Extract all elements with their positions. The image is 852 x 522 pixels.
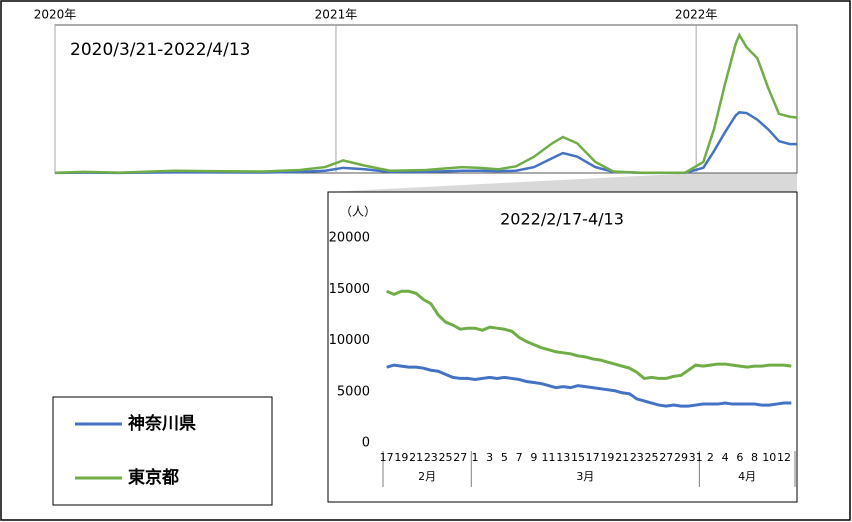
x-tick-label: 25 — [645, 451, 659, 464]
x-tick-label: 17 — [586, 451, 600, 464]
overview-line — [54, 32, 798, 175]
y-tick-label: 0 — [362, 436, 370, 451]
x-tick-label: 9 — [530, 451, 537, 464]
x-tick-label: 23 — [630, 451, 644, 464]
legend-label: 神奈川県 — [128, 413, 196, 434]
x-tick-label: 27 — [659, 451, 673, 464]
year-label: 2020年 — [34, 8, 77, 22]
x-tick-label: 7 — [516, 451, 523, 464]
y-tick-label: 15000 — [329, 282, 370, 297]
x-tick-label: 3 — [486, 451, 493, 464]
y-tick-label: 5000 — [337, 384, 370, 399]
overview-title: 2020/3/21-2022/4/13 — [70, 40, 250, 60]
x-tick-label: 10 — [762, 451, 776, 464]
x-tick-label: 23 — [424, 451, 438, 464]
x-tick-label: 5 — [501, 451, 508, 464]
x-tick-label: 27 — [453, 451, 467, 464]
detail-line — [386, 363, 792, 408]
x-tick-label: 21 — [409, 451, 423, 464]
x-tick-label: 13 — [556, 451, 570, 464]
x-tick-label: 31 — [689, 451, 703, 464]
x-tick-label: 11 — [542, 451, 556, 464]
month-label: 3月 — [576, 470, 594, 483]
zoom-connector — [328, 173, 797, 192]
x-tick-label: 29 — [674, 451, 688, 464]
x-tick-label: 21 — [615, 451, 629, 464]
y-tick-label: 20000 — [329, 231, 370, 246]
y-tick-label: 10000 — [329, 333, 370, 348]
detail-panel — [327, 191, 798, 503]
x-tick-label: 2 — [707, 451, 714, 464]
year-label: 2022年 — [675, 8, 718, 22]
y-axis-label: （人） — [340, 205, 376, 219]
x-tick-label: 17 — [380, 451, 394, 464]
year-label: 2021年 — [315, 8, 358, 22]
x-tick-label: 19 — [394, 451, 408, 464]
x-tick-label: 8 — [751, 451, 758, 464]
detail-title: 2022/2/17-4/13 — [500, 210, 624, 229]
x-tick-label: 4 — [722, 451, 729, 464]
detail-line — [386, 289, 792, 381]
x-tick-label: 6 — [736, 451, 743, 464]
x-tick-label: 19 — [600, 451, 614, 464]
month-label: 2月 — [418, 470, 436, 483]
legend — [52, 396, 273, 506]
overview-plot — [54, 24, 798, 174]
legend-label: 東京都 — [128, 467, 179, 488]
x-tick-label: 15 — [571, 451, 585, 464]
overview-line — [54, 111, 797, 175]
x-tick-label: 1 — [471, 451, 478, 464]
month-label: 4月 — [738, 470, 756, 483]
x-tick-label: 25 — [439, 451, 453, 464]
x-tick-label: 12 — [777, 451, 791, 464]
